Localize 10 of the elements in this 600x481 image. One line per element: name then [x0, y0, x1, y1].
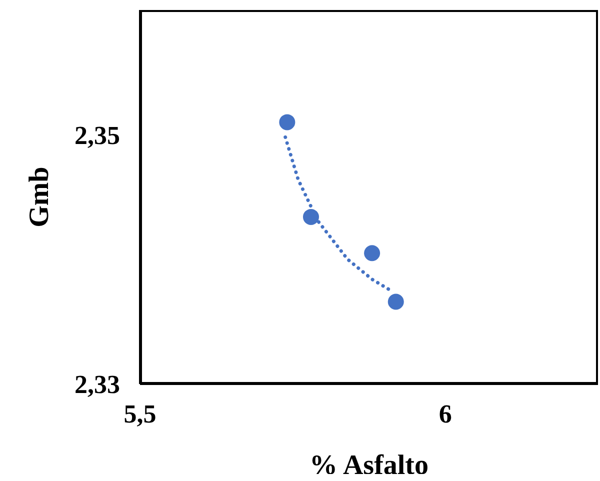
x-tick-label: 5,5 [124, 399, 156, 428]
y-tick-label: 2,33 [74, 370, 120, 400]
point [364, 245, 380, 262]
point [302, 208, 319, 225]
y-axis-title: Gmb [24, 166, 55, 228]
x-axis-title: % Asfalto [310, 450, 428, 481]
point [388, 294, 404, 310]
y-tick-label: 2,35 [74, 120, 120, 150]
x-tick-label: 6 [438, 399, 452, 428]
point [279, 114, 296, 130]
